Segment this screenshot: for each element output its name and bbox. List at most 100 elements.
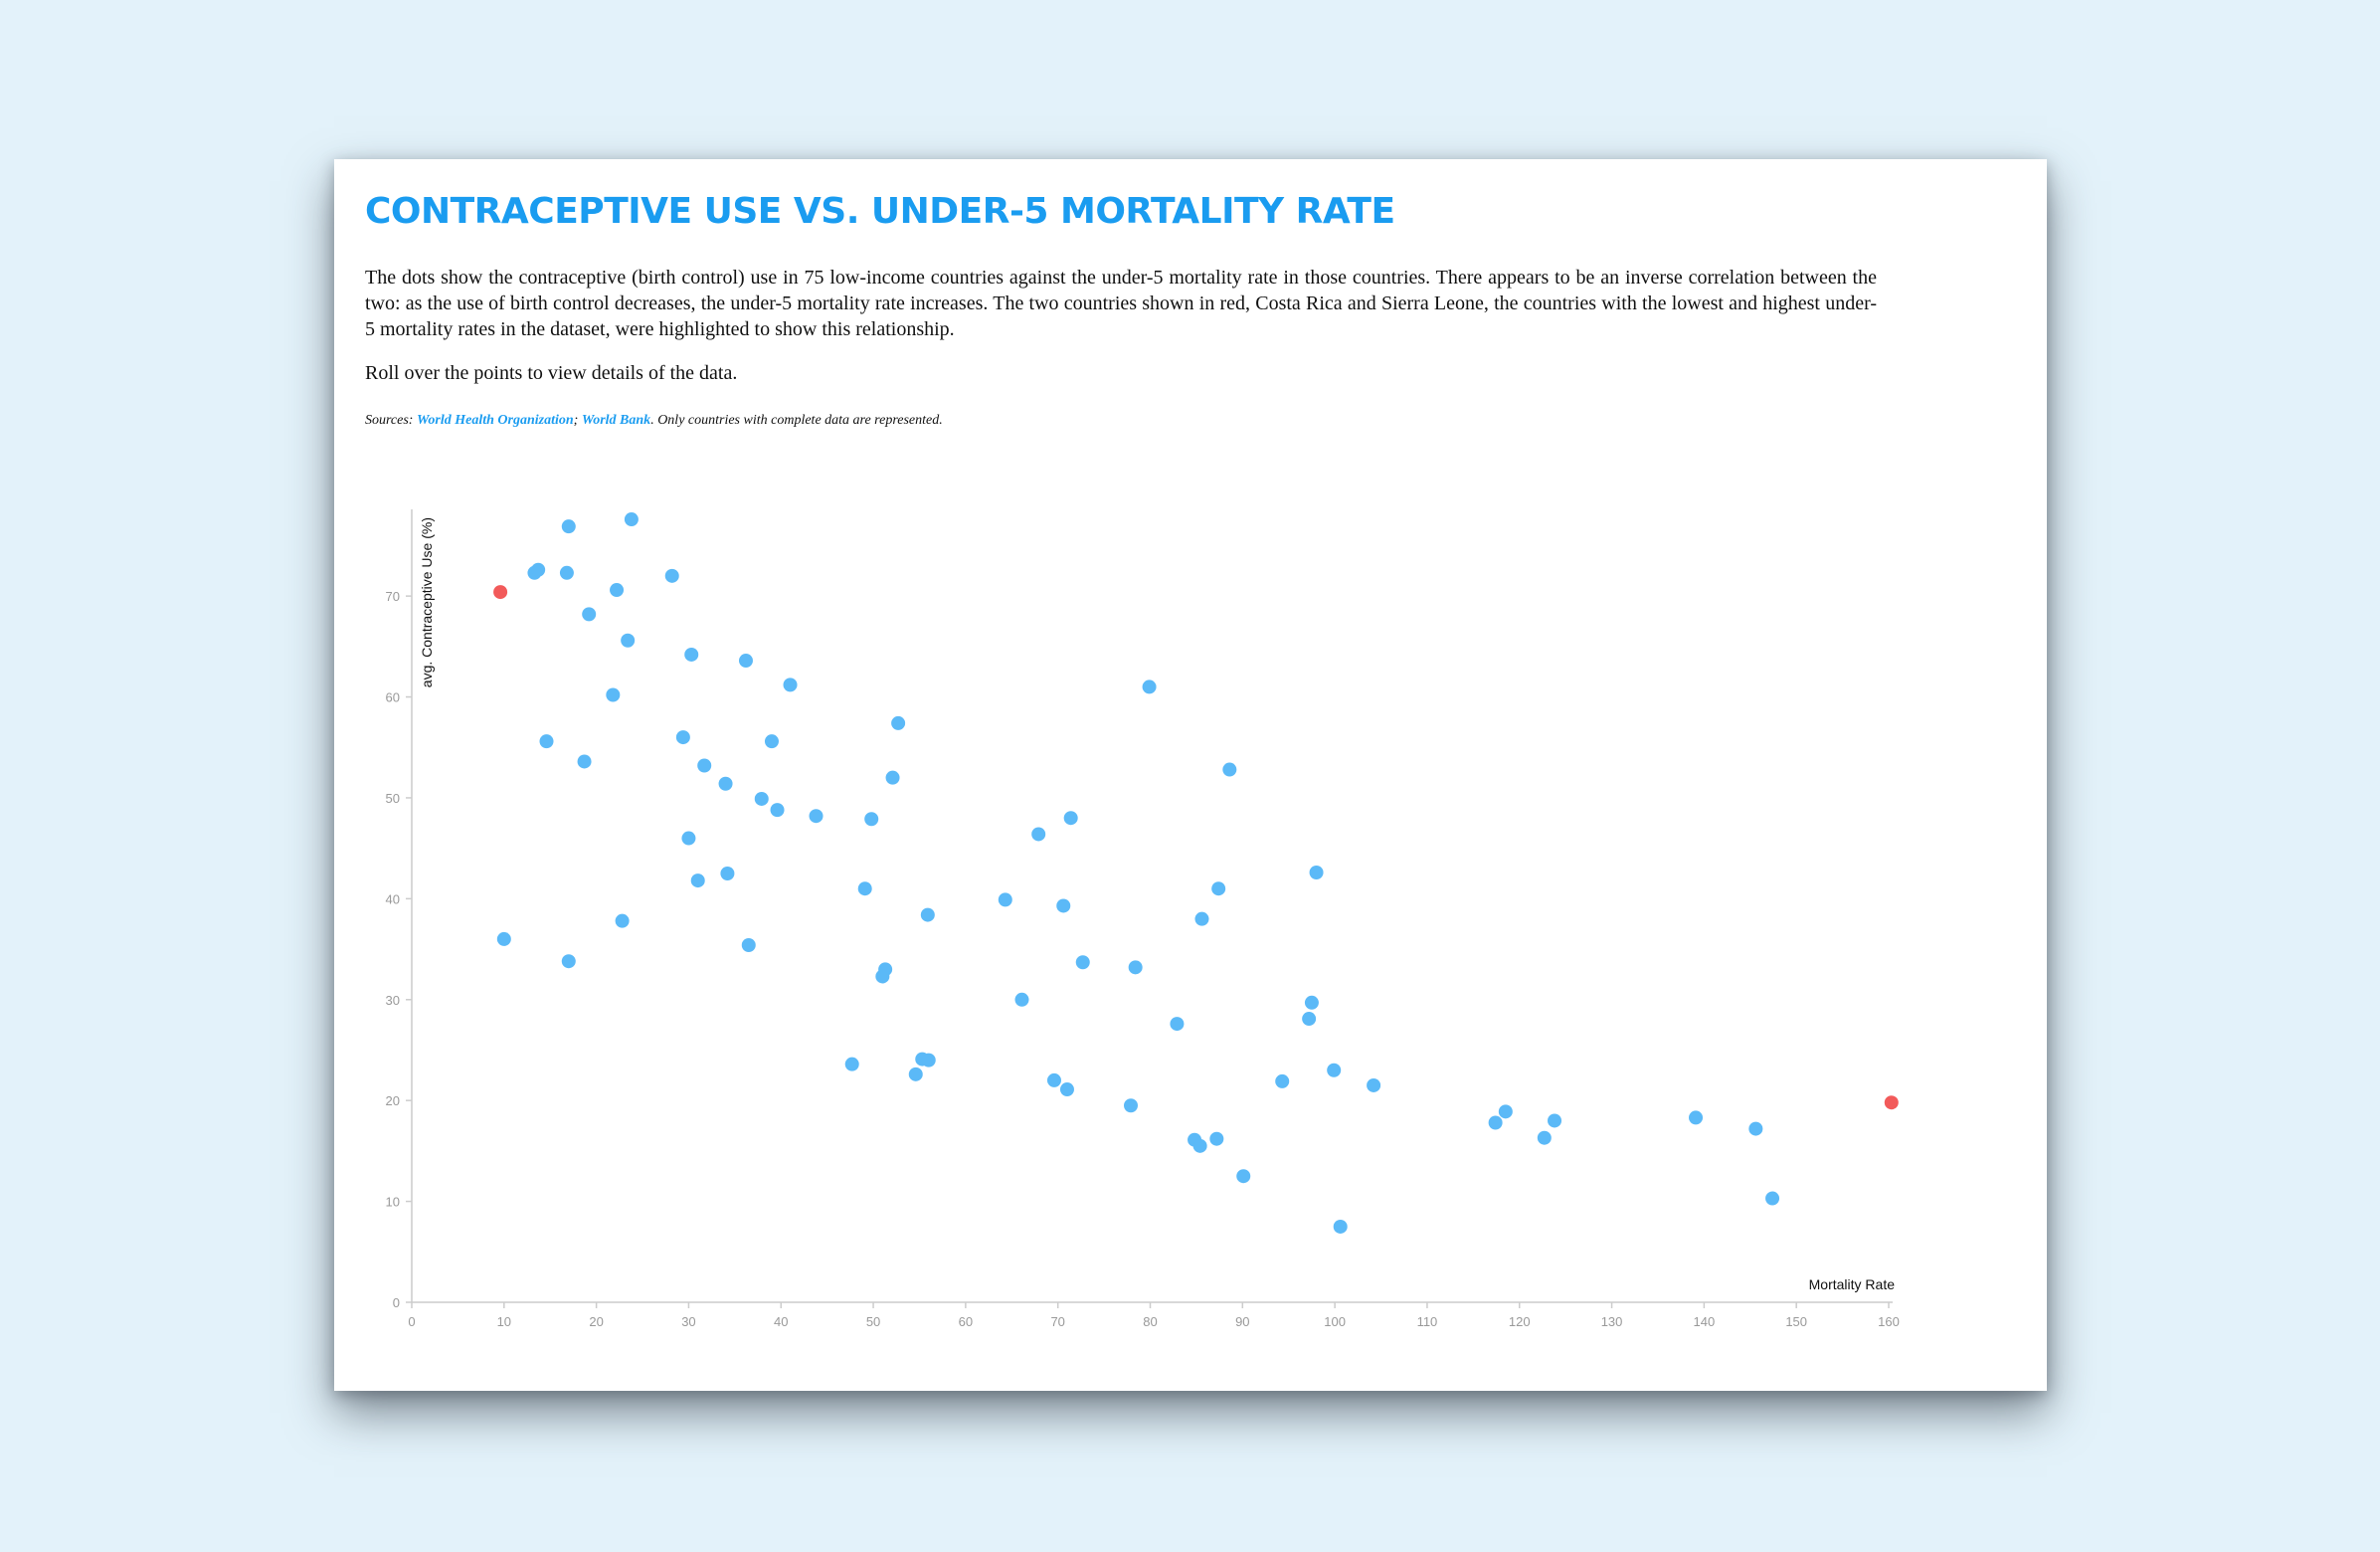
x-tick-label: 110 — [1417, 1314, 1438, 1329]
data-point[interactable] — [764, 734, 779, 749]
data-point[interactable] — [844, 1057, 859, 1071]
x-tick-label: 150 — [1785, 1314, 1807, 1329]
data-point[interactable] — [1327, 1063, 1342, 1077]
data-point[interactable] — [754, 791, 769, 806]
scatter-chart: 0 10 20 30 40 50 60 70 80 90 100 110 120 130 140 150 160… — [386, 509, 1900, 1329]
world-bank-link[interactable]: World Bank — [581, 413, 651, 428]
data-point[interactable] — [738, 654, 753, 669]
data-point[interactable] — [531, 562, 546, 577]
data-point[interactable] — [1063, 811, 1078, 826]
data-point[interactable] — [1142, 679, 1157, 694]
chart-description: The dots show the contraceptive (birth c… — [365, 267, 1877, 340]
data-point[interactable] — [1170, 1017, 1185, 1032]
data-point[interactable] — [1275, 1073, 1290, 1088]
sources-prefix: Sources: — [365, 413, 417, 428]
data-point[interactable] — [1222, 762, 1237, 777]
data-point[interactable] — [621, 633, 636, 648]
data-point[interactable] — [561, 954, 576, 969]
x-tick-label: 120 — [1509, 1314, 1531, 1329]
x-tick-label: 70 — [1050, 1314, 1064, 1329]
data-point[interactable] — [1309, 865, 1324, 879]
data-point[interactable] — [1192, 1138, 1207, 1153]
data-point[interactable] — [1689, 1110, 1704, 1125]
data-point[interactable] — [1537, 1130, 1552, 1145]
chart-points — [493, 512, 1899, 1234]
data-point[interactable] — [1031, 827, 1046, 842]
data-point[interactable] — [857, 881, 872, 896]
data-point[interactable] — [920, 907, 935, 922]
data-point[interactable] — [1194, 911, 1209, 926]
data-point[interactable] — [690, 873, 705, 888]
data-point[interactable] — [664, 568, 679, 583]
data-point[interactable] — [681, 831, 696, 846]
x-tick-label: 100 — [1324, 1314, 1346, 1329]
data-point[interactable] — [1488, 1115, 1503, 1130]
data-point[interactable] — [615, 913, 630, 928]
data-point[interactable] — [559, 565, 574, 580]
data-point[interactable] — [1014, 992, 1029, 1007]
data-point[interactable] — [1124, 1098, 1139, 1113]
data-point[interactable] — [606, 687, 621, 702]
y-tick-label: 30 — [386, 993, 400, 1008]
sources-separator: ; — [573, 413, 582, 428]
rollover-instruction: Roll over the points to view details of … — [365, 362, 738, 384]
data-point[interactable] — [864, 812, 879, 827]
data-point[interactable] — [1304, 995, 1319, 1010]
y-tick-label: 20 — [386, 1093, 400, 1108]
who-link[interactable]: World Health Organization — [416, 413, 574, 428]
data-point[interactable] — [539, 734, 554, 749]
data-point[interactable] — [998, 892, 1012, 907]
x-tick-label: 60 — [959, 1314, 973, 1329]
data-point[interactable] — [697, 758, 712, 773]
data-point[interactable] — [921, 1053, 936, 1067]
x-tick-label: 160 — [1878, 1314, 1900, 1329]
chart-card: Contraceptive Use vs. Under-5 Mortality … — [334, 159, 2047, 1391]
chart-axes: 0 10 20 30 40 50 60 70 80 90 100 110 120 130 140 150 160… — [386, 509, 1900, 1329]
x-tick-label: 80 — [1143, 1314, 1157, 1329]
data-point[interactable] — [577, 754, 592, 769]
data-point[interactable] — [1128, 960, 1143, 975]
data-point[interactable] — [1211, 881, 1226, 896]
y-axis-label: avg. Contraceptive Use (%) — [419, 517, 435, 687]
data-point[interactable] — [582, 607, 597, 622]
x-tick-label: 90 — [1235, 1314, 1249, 1329]
data-point[interactable] — [770, 803, 785, 818]
data-point[interactable] — [783, 678, 798, 692]
data-point[interactable] — [1059, 1082, 1074, 1097]
data-point[interactable] — [1367, 1077, 1381, 1092]
data-point[interactable] — [1056, 898, 1071, 913]
data-point[interactable] — [1765, 1191, 1780, 1206]
y-tick-label: 40 — [386, 891, 400, 906]
data-point[interactable] — [610, 583, 625, 598]
y-tick-label: 10 — [386, 1195, 400, 1210]
data-point[interactable] — [741, 938, 756, 953]
sources-note: Sources: World Health Organization; Worl… — [365, 413, 943, 429]
data-point[interactable] — [624, 512, 639, 527]
data-point[interactable] — [908, 1067, 923, 1081]
data-point[interactable] — [1333, 1219, 1348, 1234]
y-tick-label: 50 — [386, 791, 400, 806]
data-point[interactable] — [1748, 1121, 1763, 1136]
data-point[interactable] — [1075, 955, 1090, 970]
data-point[interactable] — [891, 715, 906, 730]
page-title: Contraceptive Use vs. Under-5 Mortality … — [365, 191, 1395, 232]
data-point[interactable] — [496, 931, 511, 946]
data-point[interactable] — [1498, 1104, 1513, 1119]
data-point[interactable] — [885, 770, 900, 785]
x-tick-label: 10 — [497, 1314, 511, 1329]
data-point[interactable] — [1548, 1113, 1562, 1128]
data-point[interactable] — [718, 776, 733, 791]
data-point[interactable] — [809, 809, 824, 824]
data-point[interactable] — [1046, 1072, 1061, 1087]
data-point[interactable] — [720, 867, 735, 881]
data-point[interactable] — [561, 519, 576, 534]
data-point[interactable] — [675, 730, 690, 745]
data-point[interactable] — [1209, 1131, 1224, 1146]
highlighted-data-point[interactable] — [493, 585, 508, 600]
y-tick-label: 60 — [386, 690, 400, 705]
data-point[interactable] — [1302, 1012, 1317, 1027]
data-point[interactable] — [684, 647, 699, 662]
data-point[interactable] — [1236, 1169, 1251, 1184]
data-point[interactable] — [878, 962, 893, 977]
highlighted-data-point[interactable] — [1884, 1095, 1899, 1110]
